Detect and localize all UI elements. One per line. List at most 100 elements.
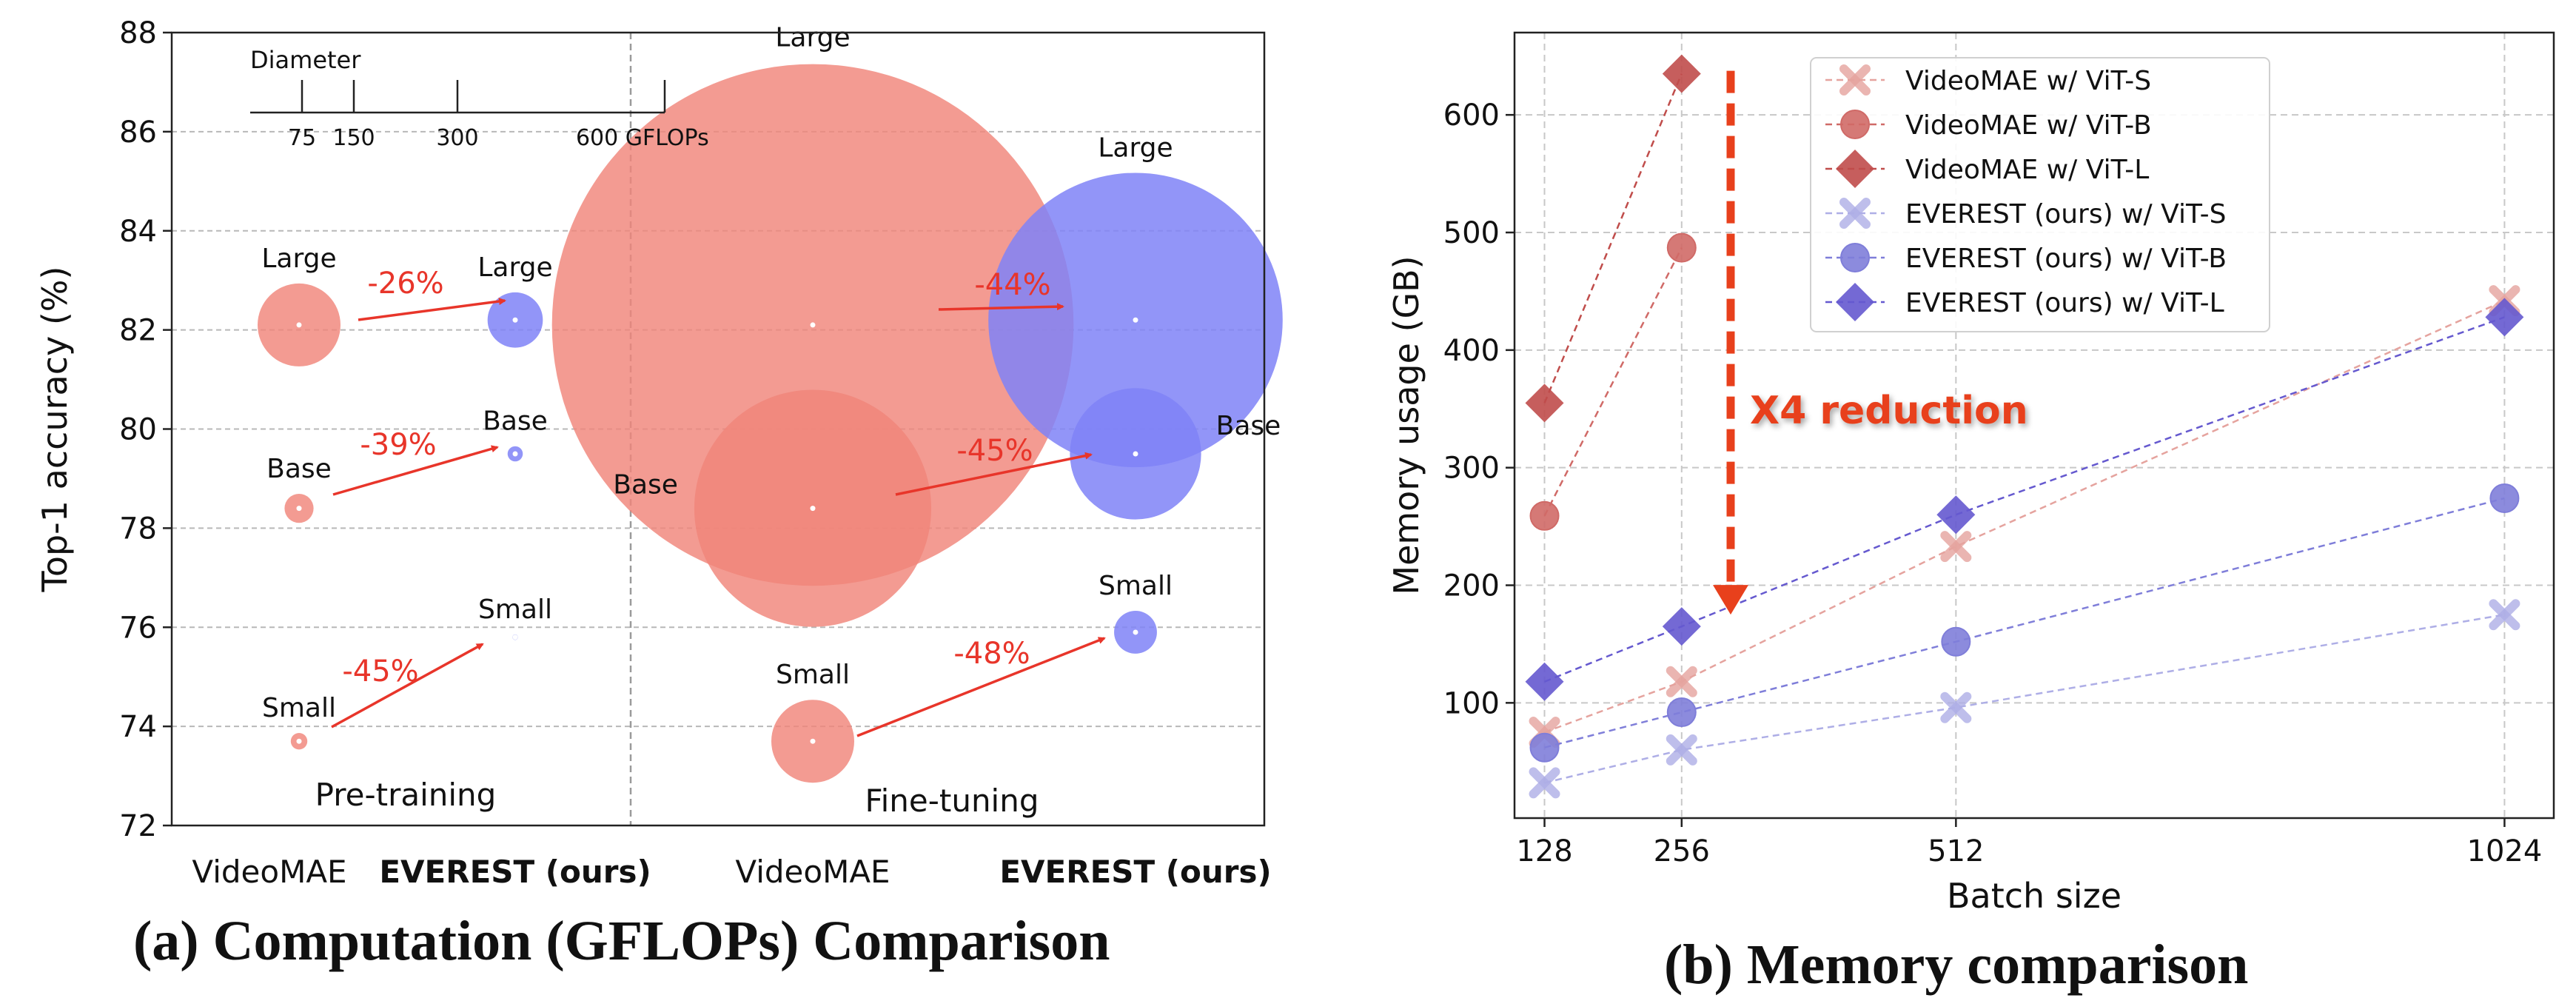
y-tick-label: 76 (119, 611, 157, 645)
x-tick-label: 256 (1654, 834, 1710, 868)
y-tick-label: 400 (1443, 334, 1500, 368)
legend-label: VideoMAE w/ ViT-B (1905, 110, 2152, 141)
reduction-label: -44% (974, 268, 1050, 302)
data-point (1936, 495, 1976, 535)
y-tick-label: 80 (119, 413, 157, 447)
series-line (1544, 497, 2505, 748)
bubble-label: Small (478, 595, 552, 625)
reduction-label: -48% (953, 637, 1030, 671)
panel-label-pretraining: Pre-training (315, 777, 497, 813)
x-tick-label: EVEREST (ours) (999, 854, 1271, 890)
reduction-arrow (856, 637, 1106, 737)
marker-stroke (2489, 599, 2520, 631)
bubble-center-dot (810, 506, 816, 512)
data-point (1529, 500, 1560, 531)
x-tick-label: 512 (1928, 834, 1984, 868)
marker-stroke (1839, 198, 1871, 229)
reduction-arrow (331, 643, 484, 729)
bubble-center-dot (296, 506, 302, 512)
marker-stroke (1940, 531, 1972, 563)
series-line (1544, 613, 2505, 784)
y-tick-label: 72 (119, 809, 157, 843)
bubble-label: Small (262, 693, 336, 723)
computation-chart: Large Base Small Large Base Small Large Base Sma… (35, 16, 1283, 890)
series-line (1543, 73, 1683, 403)
reduction-label: -45% (956, 434, 1033, 468)
reduction-annotation: X4 reduction (1750, 389, 2028, 433)
bubble-label: Base (1216, 411, 1281, 441)
legend-marker (1836, 283, 1874, 321)
legend-label: EVEREST (ours) w/ ViT-B (1905, 244, 2227, 274)
data-point (1666, 697, 1697, 728)
data-point (1666, 666, 1697, 697)
bubble-center-dot (296, 738, 302, 744)
y-axis-label: Memory usage (GB) (1386, 255, 1426, 595)
series-line (1544, 316, 2505, 683)
data-point (1662, 607, 1701, 646)
y-tick-label: 82 (119, 314, 157, 348)
legend-marker (1839, 64, 1871, 96)
reduction-arrow (938, 303, 1064, 311)
series-line (1543, 247, 1683, 517)
reduction-label: -26% (367, 267, 443, 301)
data-point (2489, 483, 2520, 513)
caption-memory: (b) Memory comparison (1664, 934, 2249, 996)
bubble-label: Small (1099, 571, 1173, 601)
x-tick-label: VideoMAE (192, 854, 346, 890)
memory-chart: X4 reduction VideoMAE w/ ViT-S VideoMAE w/… (1386, 31, 2555, 916)
caption-computation: (a) Computation (GFLOPs) Comparison (133, 910, 1110, 972)
reduction-arrow (332, 445, 499, 496)
y-tick-label: 88 (119, 16, 157, 50)
bubble-label: Base (613, 470, 678, 500)
data-point (1940, 691, 1972, 723)
bubble-center-dot (1133, 629, 1138, 635)
data-point (1525, 384, 1564, 423)
y-tick-label: 74 (119, 710, 157, 744)
y-tick-label: 78 (119, 512, 157, 546)
bubble-center-dot (810, 322, 816, 328)
x-tick-label: EVEREST (ours) (379, 854, 651, 890)
legend-label: EVEREST (ours) w/ ViT-S (1905, 199, 2226, 230)
y-tick-label: 500 (1443, 216, 1500, 250)
x-tick-label: VideoMAE (735, 854, 890, 890)
data-point (2489, 599, 2520, 631)
bubble-center-dot (512, 451, 518, 457)
marker-stroke (1529, 767, 1560, 799)
y-tick-label: 84 (119, 215, 157, 249)
bubble-center-dot (1133, 451, 1138, 457)
x-tick-label: 1024 (2467, 834, 2543, 868)
bubble-label: Large (477, 252, 552, 283)
y-tick-label: 600 (1443, 98, 1500, 133)
data-point (1529, 732, 1560, 763)
size-legend-label: 75 (288, 125, 316, 151)
bubble-label: Small (776, 660, 850, 690)
series-line (1544, 299, 2505, 734)
bubble-label: Base (483, 406, 548, 437)
panel-label-finetuning: Fine-tuning (865, 783, 1039, 819)
y-axis-label: Top-1 accuracy (%) (35, 267, 75, 593)
y-tick-label: 100 (1443, 686, 1500, 720)
legend-label: EVEREST (ours) w/ ViT-L (1905, 288, 2224, 318)
x-axis-label: Batch size (1947, 876, 2121, 916)
plot-frame (1513, 31, 2555, 820)
legend-marker (1840, 243, 1870, 272)
data-point (1525, 662, 1564, 701)
bubble-center-dot (512, 317, 518, 323)
legend-marker (1836, 150, 1874, 188)
data-point (2485, 298, 2524, 337)
x-tick-label: 128 (1516, 834, 1572, 868)
marker-stroke (1839, 64, 1871, 96)
data-point (1666, 734, 1697, 766)
data-point (1662, 54, 1701, 93)
data-point (1940, 531, 1972, 563)
size-legend-title: Diameter (250, 46, 361, 74)
reduction-arrow-head (1713, 585, 1748, 615)
y-tick-label: 200 (1443, 569, 1500, 603)
bubble-center-dot (512, 634, 518, 640)
reduction-arrow (358, 298, 506, 321)
bubble-label: Large (1098, 133, 1173, 163)
reduction-label: -45% (342, 654, 418, 689)
legend-marker (1840, 110, 1870, 139)
bubble-center-dot (296, 322, 302, 328)
